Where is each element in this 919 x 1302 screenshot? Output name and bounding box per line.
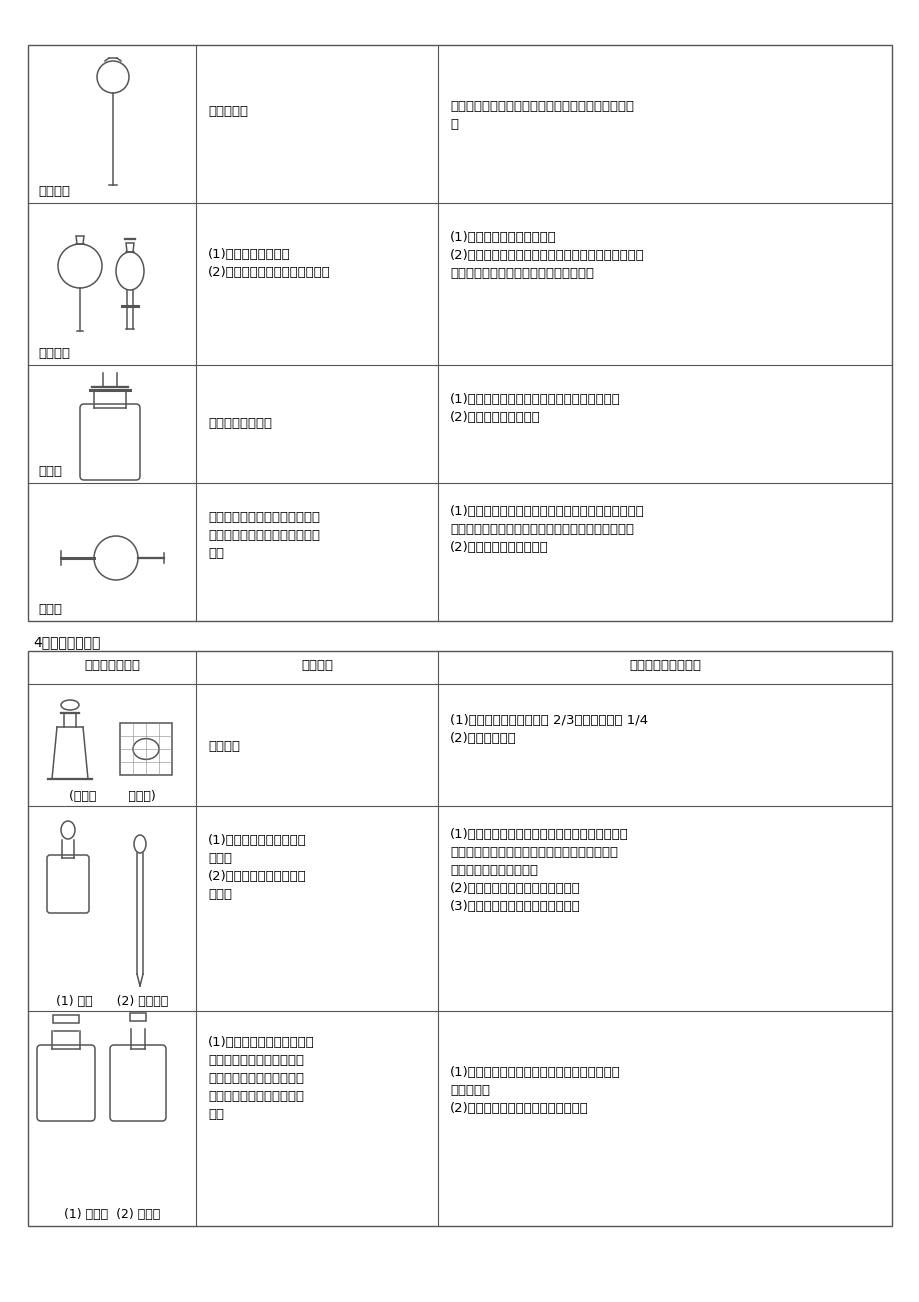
Text: 干燥管: 干燥管 <box>38 603 62 616</box>
Text: 价器图形与名称: 价器图形与名称 <box>84 659 140 672</box>
Text: 除去气体中的杂质: 除去气体中的杂质 <box>208 417 272 430</box>
Bar <box>53 1016 79 1023</box>
Text: 主要用途: 主要用途 <box>301 659 333 672</box>
Text: (1)使用前先检查是否漏液；
(2)放液时打开上盖或将塞上的凹槽对准上口小孔，下
层液体从下边放出，上层液体从上口倒出: (1)使用前先检查是否漏液； (2)放液时打开上盖或将塞上的凹槽对准上口小孔，下… <box>449 230 644 280</box>
Text: 适合液－液反应，下端必须插入液体中！防止气体逸
出: 适合液－液反应，下端必须插入液体中！防止气体逸 出 <box>449 100 633 132</box>
Bar <box>28 46 891 621</box>
Text: (1)酒精量不要超过容积的 2/3，也不要少于 1/4
(2)加热时用外焰: (1)酒精量不要超过容积的 2/3，也不要少于 1/4 (2)加热时用外焰 <box>449 713 647 745</box>
Text: 使用方法及注意事项: 使用方法及注意事项 <box>629 659 700 672</box>
Text: (1)选择与杂质气体发生反应的试剂做吸收剂；
(2)气体流向长进短出。: (1)选择与杂质气体发生反应的试剂做吸收剂； (2)气体流向长进短出。 <box>449 393 620 424</box>
Bar <box>28 651 891 1226</box>
Text: (1) 滴瓶      (2) 胶头滴管: (1) 滴瓶 (2) 胶头滴管 <box>56 995 168 1008</box>
FancyBboxPatch shape <box>80 404 140 480</box>
Text: (1)做干燥剂的物质须具备两个条件：一是本身要具有
很强的吸水性，二是不能与被干燥的气体发生反应；
(2)一般大口进气小口出气: (1)做干燥剂的物质须具备两个条件：一是本身要具有 很强的吸水性，二是不能与被干… <box>449 505 644 553</box>
Text: 4、其他常用件器: 4、其他常用件器 <box>33 635 100 648</box>
Text: (酒精灯        石棉网): (酒精灯 石棉网) <box>69 790 155 803</box>
Text: (1) 广口瓶  (2) 细口瓶: (1) 广口瓶 (2) 细口瓶 <box>63 1208 160 1221</box>
Text: 装配反应器: 装配反应器 <box>208 105 248 118</box>
Bar <box>119 723 172 775</box>
Text: (1)用于贮存固体药品，瓶口
内壁磨砂，并配有磨砂的玻
璃塞。其瓶口上表面有磨砂
的叫集气瓶，并配有毛玻璃
片；: (1)用于贮存固体药品，瓶口 内壁磨砂，并配有磨砂的玻 璃塞。其瓶口上表面有磨砂… <box>208 1036 314 1121</box>
Text: (1)胶头滴管使用时不要将液体吸入胶头内，不能
平置和倒置。滴液时不可接触器壁；用后立即洗
净，再去吸取其他药品；
(2)滴瓶上的滴管与滴瓶配套使用；
(3)见: (1)胶头滴管使用时不要将液体吸入胶头内，不能 平置和倒置。滴液时不可接触器壁；… <box>449 828 628 913</box>
Text: 用做热源: 用做热源 <box>208 740 240 753</box>
Text: (1)用于萌取，分液；
(2)气体发生装置，可随时加液体: (1)用于萌取，分液； (2)气体发生装置，可随时加液体 <box>208 247 331 279</box>
Text: (1)不宜盛放易挥发物质，盛碱性物质时还应改
用橡皮塞；
(2)盛放氧化性药品时一定要用玻璃塞: (1)不宜盛放易挥发物质，盛碱性物质时还应改 用橡皮塞； (2)盛放氧化性药品时… <box>449 1066 620 1115</box>
Text: (1)滴瓶用于盛放少量液体
药品；
(2)胶头滴管用于吸取和滴
加液体: (1)滴瓶用于盛放少量液体 药品； (2)胶头滴管用于吸取和滴 加液体 <box>208 835 306 901</box>
FancyBboxPatch shape <box>47 855 89 913</box>
FancyBboxPatch shape <box>37 1046 95 1121</box>
FancyBboxPatch shape <box>110 1046 165 1121</box>
Text: 洗气瓶: 洗气瓶 <box>38 465 62 478</box>
Text: 装固体干燥剂，常用碱石灰、无
水氯化馒，用于干燥或吸收某些
气体: 装固体干燥剂，常用碱石灰、无 水氯化馒，用于干燥或吸收某些 气体 <box>208 510 320 560</box>
Bar <box>130 1013 146 1021</box>
Ellipse shape <box>133 738 159 759</box>
Text: 分液漏斗: 分液漏斗 <box>38 348 70 359</box>
Text: 长颈漏斗: 长颈漏斗 <box>38 185 70 198</box>
